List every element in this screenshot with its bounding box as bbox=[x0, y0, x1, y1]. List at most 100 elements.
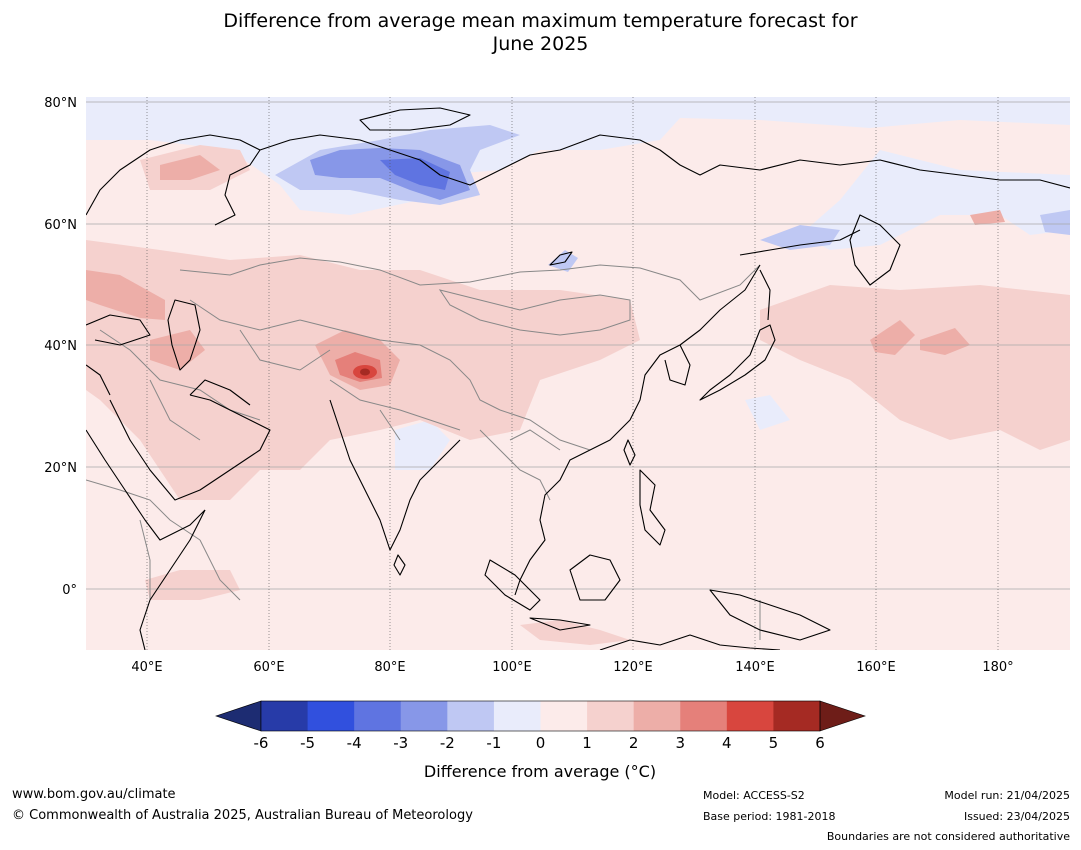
colorbar-tick-label: -4 bbox=[347, 734, 362, 752]
lon-label-140e: 140°E bbox=[735, 660, 775, 675]
colorbar-swatch bbox=[726, 701, 774, 731]
lat-label-20n: 20°N bbox=[44, 461, 77, 476]
anomaly-region-scandinavia-warm-2 bbox=[160, 155, 220, 180]
coast-scandinavia bbox=[86, 134, 261, 226]
coast-india bbox=[329, 399, 461, 551]
anomaly-region-caspian-warm bbox=[150, 330, 205, 370]
title-line-1: Difference from average mean maximum tem… bbox=[223, 10, 858, 32]
colorbar-swatch bbox=[680, 701, 728, 731]
footer-model: Model: ACCESS-S2 bbox=[703, 789, 805, 802]
colorbar-swatch bbox=[587, 701, 635, 731]
coast-korea bbox=[664, 344, 691, 386]
anomaly-region-bengal-cool bbox=[395, 420, 450, 470]
anomaly-region-africa-warm bbox=[145, 570, 240, 600]
colorbar-tick-label: -2 bbox=[440, 734, 455, 752]
colorbar-tick-label: 1 bbox=[582, 734, 592, 752]
colorbar-swatch bbox=[773, 701, 821, 731]
footer-model-run: Model run: 21/04/2025 bbox=[944, 789, 1070, 802]
colorbar-outline bbox=[260, 700, 821, 732]
anomaly-region-tibet-warm-4 bbox=[360, 368, 370, 376]
colorbar-swatch bbox=[447, 701, 495, 731]
coast-australia-north bbox=[599, 634, 781, 650]
anomaly-region-pacific-warm-3 bbox=[920, 328, 970, 355]
coast-sumatra bbox=[484, 559, 541, 611]
border-middle-east bbox=[99, 329, 261, 441]
border-africa bbox=[86, 479, 241, 601]
lon-label-180: 180° bbox=[982, 660, 1013, 675]
map-title: Difference from average mean maximum tem… bbox=[0, 10, 1081, 56]
colorbar-swatch bbox=[633, 701, 681, 731]
coast-east-asia bbox=[514, 264, 761, 596]
longitude-labels: 40°E 60°E 80°E 100°E 120°E 140°E 160°E 1… bbox=[131, 660, 1013, 675]
colorbar-tick-label: -6 bbox=[254, 734, 269, 752]
coast-novaya-zemlya bbox=[359, 107, 471, 131]
border-russia-south bbox=[179, 257, 761, 301]
footer-disclaimer: Boundaries are not considered authoritat… bbox=[826, 830, 1070, 843]
colorbar-over-arrow bbox=[819, 700, 866, 732]
lon-label-80e: 80°E bbox=[374, 660, 405, 675]
colorbar-swatch bbox=[540, 701, 588, 731]
colorbar-tick-label: 2 bbox=[629, 734, 639, 752]
coast-okhotsk bbox=[739, 229, 861, 256]
anomaly-region-japan-cool bbox=[745, 395, 790, 430]
coast-black-sea bbox=[86, 314, 151, 346]
footer-base-period: Base period: 1981-2018 bbox=[703, 810, 836, 823]
coast-mediterranean bbox=[86, 364, 111, 396]
colorbar-tick-label: -5 bbox=[300, 734, 315, 752]
title-line-2: June 2025 bbox=[492, 33, 589, 55]
lon-label-120e: 120°E bbox=[613, 660, 653, 675]
border-china-west bbox=[299, 319, 591, 451]
coast-taiwan bbox=[623, 439, 636, 466]
colorbar-swatch bbox=[354, 701, 402, 731]
border-mongolia bbox=[438, 289, 631, 336]
anomaly-region-bering-cool bbox=[1040, 210, 1070, 235]
coast-persian-gulf bbox=[189, 379, 251, 406]
lat-label-40n: 40°N bbox=[44, 339, 77, 354]
colorbar-swatch bbox=[261, 701, 309, 731]
lat-label-80n: 80°N bbox=[44, 96, 77, 111]
colorbar-label: Difference from average (°C) bbox=[424, 762, 656, 781]
lon-label-40e: 40°E bbox=[131, 660, 162, 675]
country-borders bbox=[86, 257, 761, 640]
anomaly-region-central-cool-3 bbox=[380, 158, 450, 190]
coast-borneo bbox=[569, 554, 621, 601]
coast-baikal bbox=[549, 251, 573, 266]
anomaly-region-eastsib-cool bbox=[800, 150, 1070, 250]
colorbar-swatch bbox=[400, 701, 448, 731]
coast-srilanka bbox=[393, 554, 406, 576]
anomaly-region-pacific-warm-2 bbox=[870, 320, 915, 355]
lon-label-160e: 160°E bbox=[856, 660, 896, 675]
coast-sakhalin bbox=[759, 269, 771, 321]
colorbar-under-arrow bbox=[215, 700, 262, 732]
border-southeast-asia bbox=[479, 429, 561, 501]
coast-caspian bbox=[167, 299, 201, 371]
coast-japan bbox=[699, 324, 776, 401]
border-india bbox=[329, 379, 461, 441]
coast-philippines bbox=[639, 469, 666, 546]
colorbar-tick-label: 5 bbox=[769, 734, 779, 752]
colorbar-tick-label: 3 bbox=[675, 734, 685, 752]
coast-new-guinea bbox=[709, 589, 831, 641]
latitude-labels: 80°N 60°N 40°N 20°N 0° bbox=[44, 96, 77, 598]
anomaly-region-pacific-cool bbox=[760, 225, 840, 250]
coast-arctic-russia bbox=[259, 134, 1070, 189]
anomaly-region-westasia-warm bbox=[86, 270, 165, 320]
anomaly-region-australia-warm bbox=[520, 620, 630, 645]
lon-label-100e: 100°E bbox=[492, 660, 532, 675]
coast-kamchatka bbox=[849, 214, 901, 286]
border-central-asia bbox=[189, 299, 331, 371]
lat-label-60n: 60°N bbox=[44, 218, 77, 233]
anomaly-region-baikal-cool bbox=[548, 250, 578, 272]
coast-arabia bbox=[109, 394, 271, 501]
footer-website: www.bom.gov.au/climate bbox=[12, 787, 176, 802]
colorbar-swatch bbox=[493, 701, 541, 731]
colorbar-tick-label: -1 bbox=[486, 734, 501, 752]
coast-java bbox=[529, 617, 591, 631]
colorbar-tick-label: 0 bbox=[536, 734, 546, 752]
coastlines bbox=[86, 107, 1070, 650]
colorbar-swatch bbox=[307, 701, 355, 731]
footer-issued: Issued: 23/04/2025 bbox=[963, 810, 1070, 823]
footer-copyright: © Commonwealth of Australia 2025, Austra… bbox=[12, 808, 473, 823]
lon-label-60e: 60°E bbox=[253, 660, 284, 675]
